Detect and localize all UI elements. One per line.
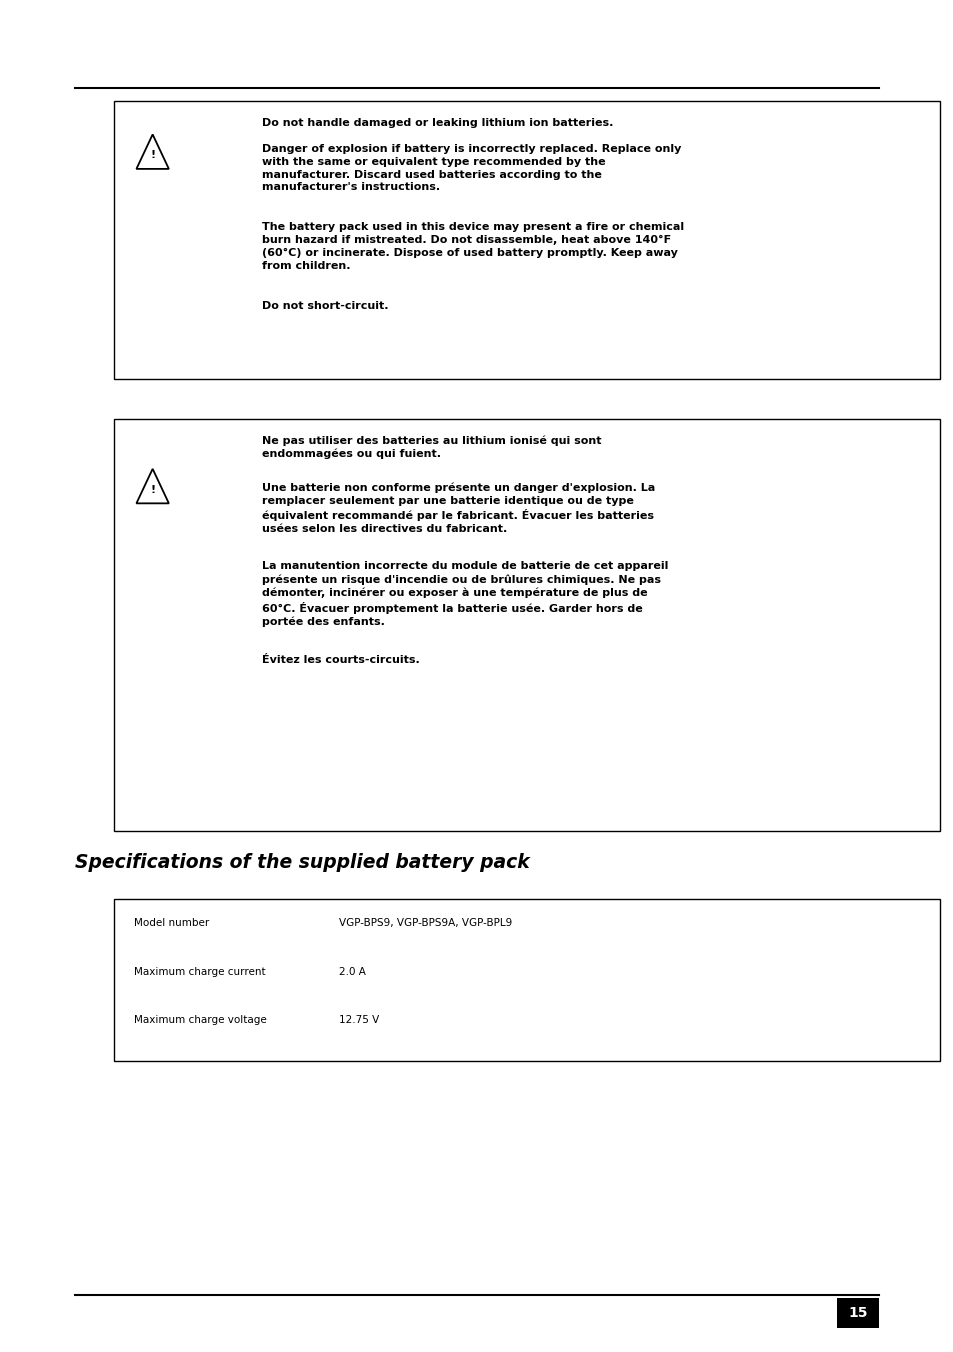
Text: Specifications of the supplied battery pack: Specifications of the supplied battery p… xyxy=(75,853,529,872)
Text: 15: 15 xyxy=(847,1306,867,1320)
Text: Ne pas utiliser des batteries au lithium ionisé qui sont
endommagées ou qui fuie: Ne pas utiliser des batteries au lithium… xyxy=(262,435,601,460)
Text: Model number: Model number xyxy=(133,918,209,927)
Text: VGP-BPS9, VGP-BPS9A, VGP-BPL9: VGP-BPS9, VGP-BPS9A, VGP-BPL9 xyxy=(338,918,512,927)
Bar xyxy=(114,101,939,379)
Bar xyxy=(114,899,939,1061)
Text: Évitez les courts-circuits.: Évitez les courts-circuits. xyxy=(262,656,419,665)
Text: Maximum charge voltage: Maximum charge voltage xyxy=(133,1015,266,1025)
Text: 2.0 A: 2.0 A xyxy=(338,967,365,976)
Text: !: ! xyxy=(150,484,155,495)
Text: La manutention incorrecte du module de batterie de cet appareil
présente un risq: La manutention incorrecte du module de b… xyxy=(262,561,668,627)
Text: Danger of explosion if battery is incorrectly replaced. Replace only
with the sa: Danger of explosion if battery is incorr… xyxy=(262,145,681,192)
Text: Maximum charge current: Maximum charge current xyxy=(133,967,265,976)
Text: The battery pack used in this device may present a fire or chemical
burn hazard : The battery pack used in this device may… xyxy=(262,223,683,270)
Bar xyxy=(836,1298,878,1328)
Text: 12.75 V: 12.75 V xyxy=(338,1015,378,1025)
Text: Une batterie non conforme présente un danger d'explosion. La
remplacer seulement: Une batterie non conforme présente un da… xyxy=(262,483,655,534)
Text: Do not handle damaged or leaking lithium ion batteries.: Do not handle damaged or leaking lithium… xyxy=(262,118,613,127)
Text: !: ! xyxy=(150,150,155,160)
Bar xyxy=(114,419,939,831)
Text: Do not short-circuit.: Do not short-circuit. xyxy=(262,301,389,311)
